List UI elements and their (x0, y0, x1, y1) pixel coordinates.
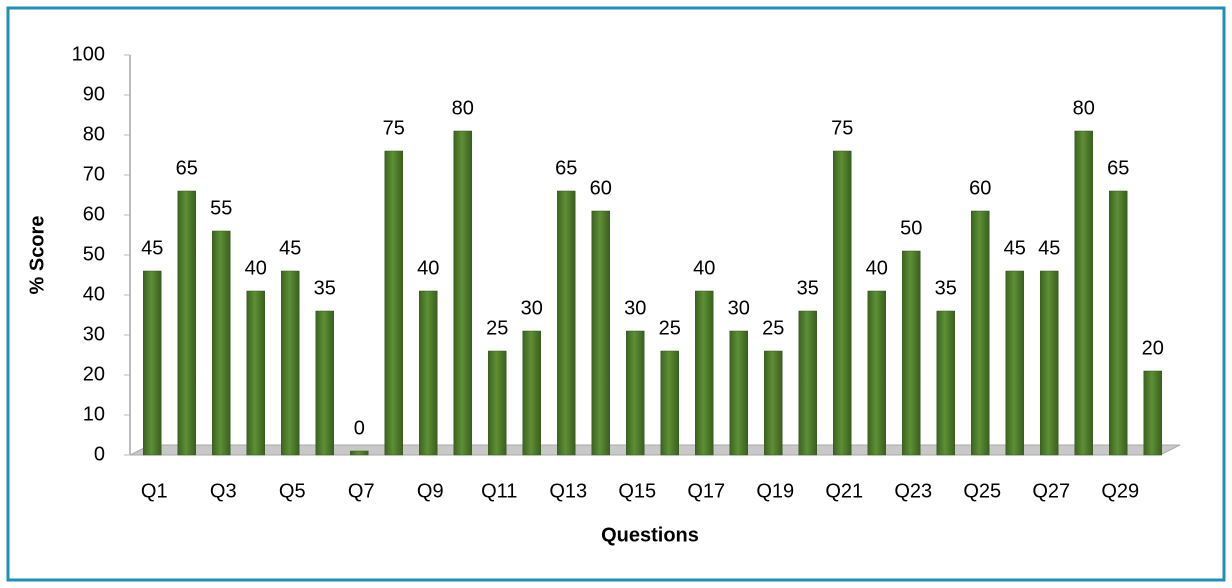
bar (281, 270, 300, 456)
bar (833, 150, 852, 456)
x-tick-label: Q19 (756, 480, 794, 502)
data-label: 35 (935, 277, 957, 299)
data-label: 80 (1073, 97, 1095, 119)
bar (557, 190, 576, 456)
bar (1074, 130, 1093, 456)
bar (384, 150, 403, 456)
bar (626, 330, 645, 456)
bar (1143, 370, 1162, 456)
bar (350, 450, 369, 456)
bar (212, 230, 231, 456)
bar (867, 290, 886, 456)
x-tick-label: Q1 (141, 480, 168, 502)
x-tick-label: Q29 (1101, 480, 1139, 502)
x-axis-title: Questions (601, 524, 699, 546)
y-tick-label: 10 (83, 403, 105, 425)
data-label: 30 (521, 297, 543, 319)
bar (591, 210, 610, 456)
y-tick-label: 60 (83, 203, 105, 225)
data-label: 60 (590, 177, 612, 199)
bar (246, 290, 265, 456)
bar (695, 290, 714, 456)
x-tick-label: Q11 (481, 480, 517, 502)
y-tick-label: 30 (83, 323, 105, 345)
data-label: 40 (693, 257, 715, 279)
bar (936, 310, 955, 456)
x-tick-label: Q7 (348, 480, 375, 502)
bar (453, 130, 472, 456)
x-tick-label: Q9 (417, 480, 444, 502)
bar (143, 270, 162, 456)
bar (798, 310, 817, 456)
data-label: 25 (486, 317, 508, 339)
x-tick-label: Q15 (618, 480, 656, 502)
data-label: 0 (354, 417, 365, 439)
x-tick-label: Q27 (1032, 480, 1070, 502)
data-label: 30 (728, 297, 750, 319)
bar (729, 330, 748, 456)
bar (177, 190, 196, 456)
data-label: 30 (624, 297, 646, 319)
x-tick-label: Q13 (549, 480, 587, 502)
data-label: 60 (969, 177, 991, 199)
data-label: 65 (1107, 157, 1129, 179)
bar (1040, 270, 1059, 456)
y-tick-label: 70 (83, 163, 105, 185)
data-label: 65 (176, 157, 198, 179)
bar (522, 330, 541, 456)
x-tick-label: Q21 (825, 480, 863, 502)
y-tick-label: 20 (83, 363, 105, 385)
data-label: 75 (383, 117, 405, 139)
data-label: 45 (1004, 237, 1026, 259)
data-label: 45 (1038, 237, 1060, 259)
data-label: 25 (762, 317, 784, 339)
y-axis-title: % Score (26, 216, 48, 295)
data-label: 40 (417, 257, 439, 279)
data-label: 45 (141, 237, 163, 259)
x-tick-label: Q25 (963, 480, 1001, 502)
y-tick-label: 90 (83, 83, 105, 105)
x-tick-label: Q3 (210, 480, 237, 502)
bar (315, 310, 334, 456)
data-label: 75 (831, 117, 853, 139)
bar (488, 350, 507, 456)
y-tick-label: 100 (72, 43, 105, 65)
data-label: 20 (1142, 337, 1164, 359)
data-label: 35 (314, 277, 336, 299)
data-label: 80 (452, 97, 474, 119)
y-tick-label: 0 (94, 443, 105, 465)
x-tick-label: Q5 (279, 480, 306, 502)
data-label: 45 (279, 237, 301, 259)
data-label: 35 (797, 277, 819, 299)
bar (660, 350, 679, 456)
y-tick-label: 50 (83, 243, 105, 265)
data-label: 40 (245, 257, 267, 279)
y-tick-label: 40 (83, 283, 105, 305)
bar (1109, 190, 1128, 456)
bar (1005, 270, 1024, 456)
data-label: 50 (900, 217, 922, 239)
data-label: 55 (210, 197, 232, 219)
bar (764, 350, 783, 456)
bar (419, 290, 438, 456)
x-tick-label: Q17 (687, 480, 725, 502)
bar (902, 250, 921, 456)
bar (971, 210, 990, 456)
data-label: 25 (659, 317, 681, 339)
y-tick-label: 80 (83, 123, 105, 145)
data-label: 40 (866, 257, 888, 279)
x-tick-label: Q23 (894, 480, 932, 502)
data-label: 65 (555, 157, 577, 179)
